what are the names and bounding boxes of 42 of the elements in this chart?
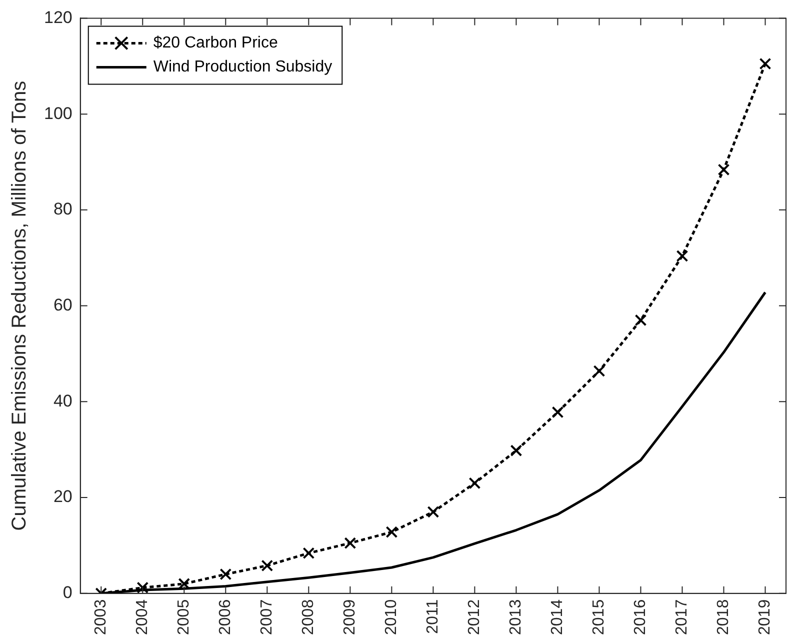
y-tick-label: 120 [44, 8, 72, 27]
x-tick-label: 2009 [342, 599, 359, 635]
point [718, 164, 730, 176]
x-tick-label: 2019 [756, 599, 774, 635]
point [676, 250, 688, 262]
x-tick-label: 2011 [424, 599, 442, 634]
x-tick-label: 2008 [300, 599, 318, 635]
y-tick-label: 0 [62, 583, 72, 602]
x-tick-label: 2003 [92, 599, 110, 635]
point [427, 506, 440, 518]
y-tick-label: 60 [53, 295, 72, 314]
y-tick-label: 80 [53, 200, 72, 219]
point [634, 314, 647, 326]
x-tick-label: 2018 [715, 599, 732, 635]
x-tick-label: 2014 [549, 599, 566, 635]
x-tick-label: 2006 [217, 599, 234, 635]
point [510, 444, 522, 457]
x-tick-label: 2015 [590, 599, 608, 635]
x-tick-label: 2007 [258, 599, 276, 635]
x-tick-label: 2016 [632, 599, 650, 635]
point [136, 582, 149, 594]
x-tick-label: 2017 [674, 599, 691, 635]
point [220, 568, 232, 580]
x-tick-label: 2004 [134, 599, 152, 635]
point [552, 406, 564, 418]
x-tick-label: 2013 [508, 599, 525, 635]
point [302, 547, 315, 560]
y-tick-label: 40 [53, 391, 72, 410]
point [593, 365, 606, 377]
legend-label: $20 Carbon Price [153, 34, 278, 52]
y-tick-label: 100 [44, 104, 72, 123]
point [386, 526, 398, 538]
x-tick-label: 2010 [383, 599, 400, 635]
x-tick-label: 2005 [176, 599, 193, 635]
y-tick-label: 20 [53, 487, 72, 506]
point [468, 477, 481, 490]
x-tick-label: 2012 [466, 599, 484, 635]
point [344, 537, 356, 550]
point [759, 58, 772, 70]
point [261, 560, 274, 572]
legend-label: Wind Production Subsidy [153, 58, 332, 76]
y-axis-title: Cumulative Emissions Reductions, Millions of Tons [8, 80, 31, 531]
